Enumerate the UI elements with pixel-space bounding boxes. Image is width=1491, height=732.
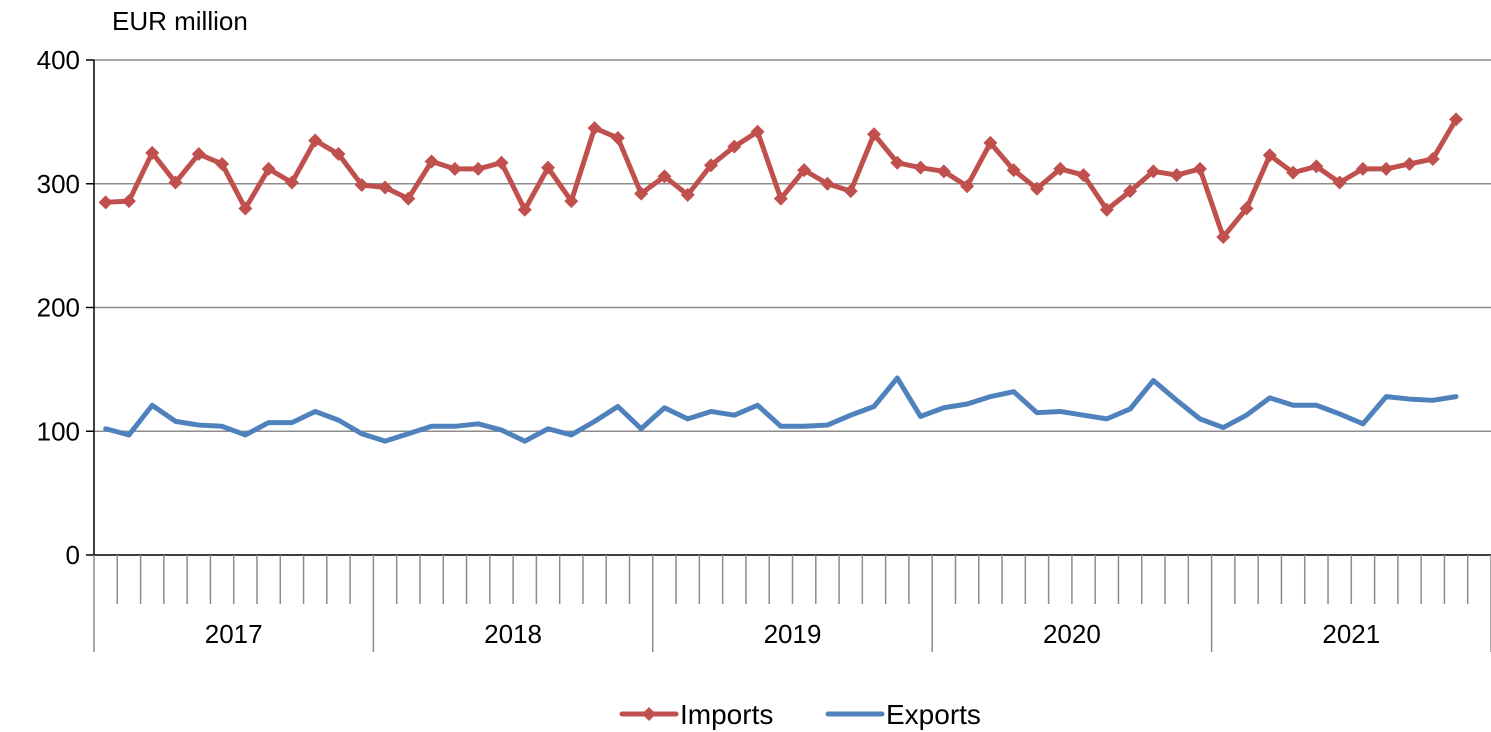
data-point-imports (1192, 161, 1207, 176)
data-point-imports (98, 195, 113, 210)
gridlines (94, 59, 1491, 432)
data-point-imports (471, 161, 486, 176)
legend: Imports Exports (619, 699, 981, 730)
data-point-imports (308, 133, 323, 148)
y-tick-label: 0 (66, 540, 80, 570)
data-point-imports (1425, 152, 1440, 166)
data-point-imports (1239, 201, 1254, 216)
data-point-imports (331, 147, 346, 162)
data-point-imports (587, 121, 602, 136)
data-point-imports (1123, 184, 1138, 199)
data-point-imports (354, 177, 369, 192)
data-point-imports (1146, 164, 1161, 179)
y-tick-label: 400 (37, 45, 80, 75)
data-point-imports (494, 155, 509, 170)
data-point-imports (610, 130, 625, 145)
data-point-imports (517, 202, 532, 217)
data-point-imports (890, 155, 905, 170)
x-year-label: 2018 (484, 619, 542, 649)
data-point-imports (1076, 168, 1091, 183)
data-point-imports (401, 191, 416, 206)
x-year-label: 2021 (1322, 619, 1380, 649)
data-point-imports (866, 127, 881, 142)
data-point-imports (1309, 159, 1324, 174)
data-point-imports (704, 158, 719, 173)
x-axis: 2017 2018 2019 2020 2021 (93, 554, 1491, 652)
data-point-imports (680, 187, 695, 202)
data-point-imports (1262, 148, 1277, 163)
data-point-imports (773, 191, 788, 206)
data-point-imports (168, 175, 183, 190)
data-point-imports (1379, 161, 1394, 176)
data-point-imports (750, 124, 765, 139)
data-point-imports (541, 160, 556, 175)
y-tick-label: 200 (37, 293, 80, 323)
data-point-imports (820, 176, 835, 191)
data-point-imports (191, 147, 206, 162)
y-axis: 0 100 200 300 400 (37, 45, 95, 570)
y-tick-label: 100 (37, 416, 80, 446)
x-year-label: 2020 (1043, 619, 1101, 649)
data-point-imports (1216, 229, 1231, 244)
data-point-imports (1449, 112, 1464, 127)
data-point-imports (238, 201, 253, 216)
data-point-imports (843, 184, 858, 199)
data-point-imports (634, 186, 649, 201)
series-layer (98, 112, 1464, 444)
data-point-imports (960, 179, 975, 194)
data-point-imports (1402, 156, 1417, 171)
y-tick-label: 300 (37, 169, 80, 199)
data-point-imports (121, 194, 136, 209)
data-point-imports (1355, 161, 1370, 176)
series-line-imports (103, 116, 1459, 240)
legend-label-exports: Exports (886, 699, 981, 730)
data-point-imports (657, 169, 672, 184)
data-point-imports (447, 161, 462, 176)
data-point-imports (424, 154, 439, 169)
data-point-imports (564, 194, 579, 209)
data-point-imports (1006, 163, 1021, 178)
data-point-imports (913, 160, 928, 175)
data-point-imports (215, 156, 230, 171)
x-year-label: 2017 (205, 619, 263, 649)
data-point-imports (1332, 175, 1347, 190)
data-point-imports (1099, 202, 1114, 217)
data-point-imports (727, 139, 742, 154)
data-point-imports (378, 180, 393, 195)
series-line-exports (103, 375, 1459, 444)
data-point-imports (1053, 161, 1068, 176)
data-point-imports (983, 135, 998, 150)
legend-marker-imports (642, 707, 656, 721)
unit-label: EUR million (112, 6, 248, 36)
data-point-imports (261, 161, 276, 176)
data-point-imports (1169, 168, 1184, 183)
x-year-label: 2019 (764, 619, 822, 649)
data-point-imports (1286, 165, 1301, 180)
data-point-imports (1029, 181, 1044, 196)
data-point-imports (936, 164, 951, 179)
legend-label-imports: Imports (680, 699, 773, 730)
data-point-imports (797, 163, 812, 178)
data-point-imports (284, 175, 299, 190)
data-point-imports (145, 145, 160, 160)
